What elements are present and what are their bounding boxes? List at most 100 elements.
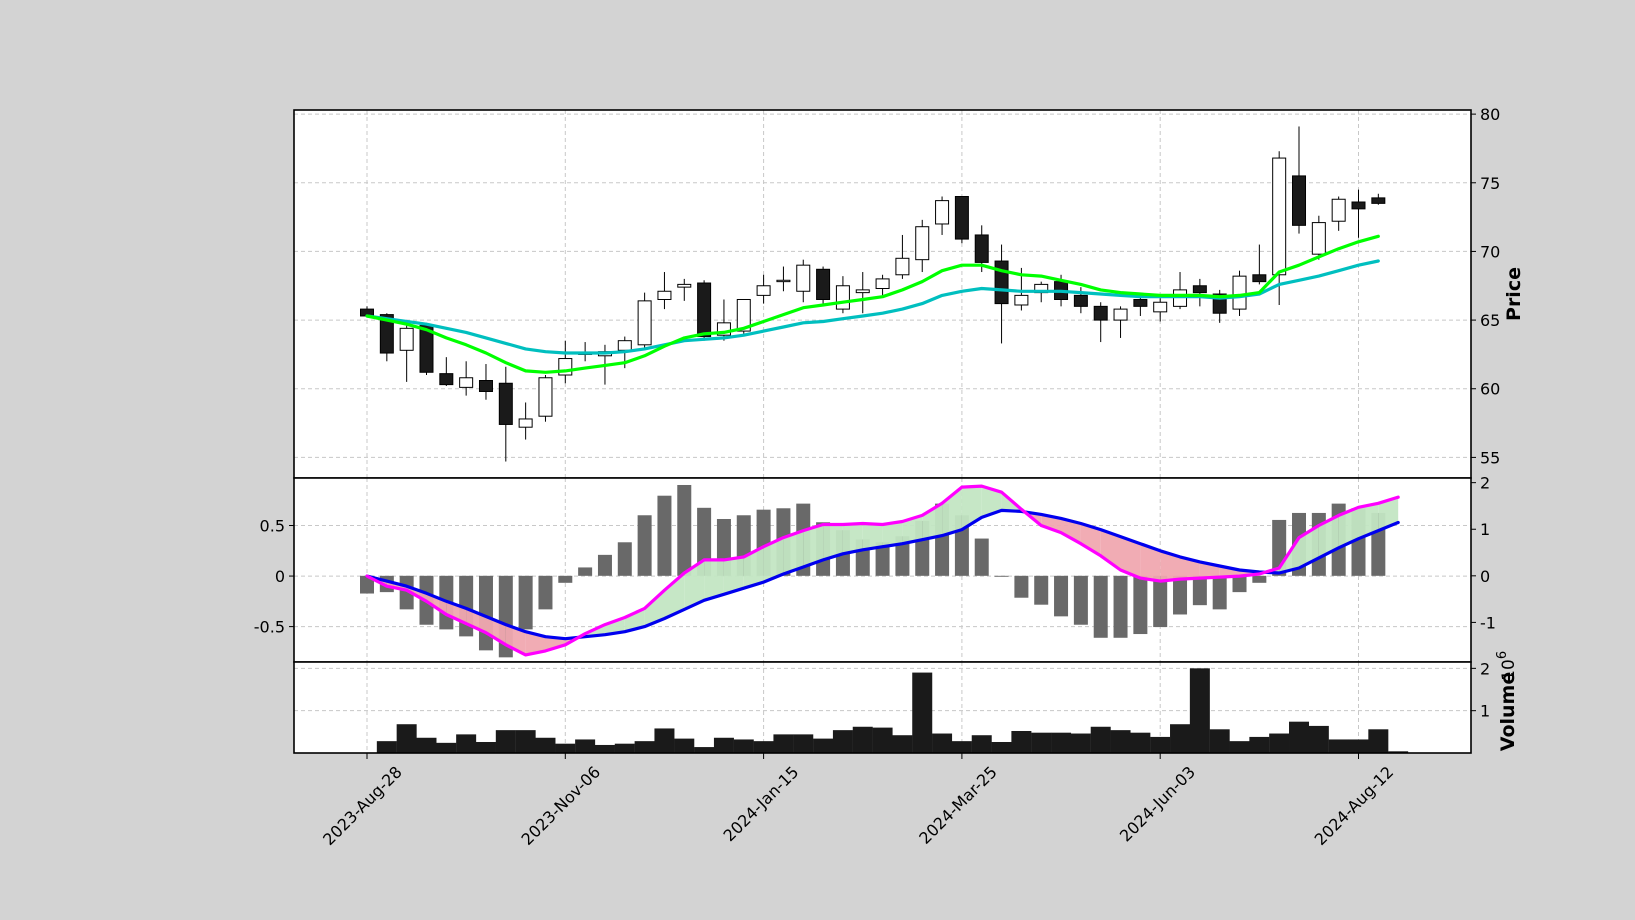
- macd-signal-fill: [743, 546, 764, 589]
- candle: [1311, 215, 1326, 260]
- x-tick-label: 2024-Jan-15: [720, 762, 803, 845]
- candle: [816, 266, 831, 304]
- macd-histogram-bar: [875, 542, 890, 576]
- volume-bar: [892, 735, 913, 753]
- candle-body: [736, 298, 751, 332]
- volume-bar: [1209, 729, 1230, 753]
- macd-histogram-bar: [558, 575, 573, 583]
- x-tick-label: 2023-Nov-06: [518, 762, 605, 849]
- volume-bar: [951, 741, 972, 753]
- volume-bar: [1229, 741, 1250, 753]
- candle-body: [657, 290, 672, 300]
- candle-body: [617, 340, 632, 351]
- volume-bar: [416, 737, 437, 753]
- volume-multiplier-base: 10: [1499, 659, 1519, 681]
- macd-right-tick-label: 0: [1480, 567, 1490, 586]
- candle: [498, 366, 513, 462]
- price-tick-label: 75: [1480, 174, 1500, 193]
- macd-histogram-bar: [637, 515, 652, 576]
- macd-histogram-bar: [518, 575, 533, 630]
- macd-signal-fill: [505, 624, 526, 655]
- candle-body: [1153, 301, 1168, 313]
- volume-bar: [1170, 724, 1191, 753]
- macd-signal-fill: [842, 523, 863, 554]
- candle-body: [1014, 294, 1029, 306]
- price-axis-label: Price: [1503, 267, 1525, 321]
- candle-body: [835, 285, 850, 310]
- volume-bar: [1110, 730, 1131, 753]
- candle-body: [677, 283, 692, 288]
- candle: [1331, 196, 1346, 231]
- macd-histogram-bar: [1192, 575, 1207, 606]
- volume-bar: [654, 728, 675, 753]
- candle: [1232, 270, 1247, 316]
- candle: [915, 219, 930, 273]
- candle-body: [935, 200, 950, 225]
- candle-body: [816, 268, 831, 300]
- price-panel: 55 60 65 70 75 80 Price: [293, 105, 1525, 479]
- volume-bar: [872, 727, 893, 753]
- volume-bar: [753, 741, 774, 753]
- macd-right-tick-label: 1: [1480, 520, 1490, 539]
- volume-bar: [515, 730, 536, 753]
- candle-body: [875, 278, 890, 290]
- macd-signal-fill: [1378, 497, 1399, 531]
- candle-body: [855, 289, 870, 294]
- macd-signal-fill: [1100, 529, 1121, 570]
- candle-body: [776, 279, 791, 283]
- macd-signal-fill: [664, 573, 685, 619]
- candle-body: [1311, 222, 1326, 255]
- volume-bar: [436, 742, 457, 753]
- macd-histogram-bar: [1252, 575, 1267, 583]
- candle: [756, 274, 771, 304]
- macd-histogram-bar: [1054, 575, 1069, 617]
- candle: [935, 196, 950, 235]
- candle-body: [1113, 308, 1128, 321]
- volume-bar: [1269, 733, 1290, 753]
- candle: [1272, 151, 1287, 305]
- volume-bar: [694, 747, 715, 753]
- candle: [657, 272, 672, 310]
- macd-signal-fill: [684, 559, 705, 610]
- macd-signal-fill: [704, 559, 724, 601]
- candle-body: [1331, 198, 1346, 222]
- price-tick-label: 55: [1480, 448, 1500, 467]
- volume-bar: [634, 741, 655, 753]
- volume-tick-label: 2: [1480, 659, 1490, 678]
- macd-histogram-bar: [1133, 575, 1148, 635]
- macd-panel: -0.5 0 0.5 -1 0 1 2: [254, 474, 1496, 663]
- volume-bar: [475, 741, 496, 753]
- macd-signal-fill: [1160, 550, 1180, 582]
- candle-body: [538, 377, 553, 417]
- candle-body: [1351, 201, 1366, 210]
- volume-bar: [971, 735, 992, 753]
- macd-signal-fill: [1120, 536, 1141, 579]
- candle-body: [1133, 298, 1148, 307]
- macd-signal-fill: [862, 523, 883, 550]
- macd-histogram-bar: [1093, 575, 1108, 638]
- price-tick-label: 65: [1480, 311, 1500, 330]
- macd-line: [365, 484, 1400, 657]
- macd-signal-fill: [545, 636, 566, 651]
- macd-signal-fill: [1061, 518, 1081, 544]
- candle-body: [1093, 305, 1108, 321]
- candle: [399, 320, 414, 382]
- macd-signal-fill: [605, 617, 625, 635]
- candle: [776, 266, 791, 292]
- candle: [1192, 278, 1207, 307]
- candle: [478, 364, 493, 400]
- volume-bar: [832, 730, 853, 753]
- volume-bar: [1368, 729, 1389, 753]
- volume-bar: [1249, 736, 1270, 753]
- volume-bar: [614, 743, 635, 753]
- candle-body: [994, 260, 1009, 305]
- volume-bar: [912, 672, 933, 753]
- volume-bar: [1150, 736, 1171, 753]
- candle-body: [637, 300, 652, 346]
- macd-signal-fill: [1080, 523, 1101, 556]
- macd-signal-fill: [426, 593, 447, 615]
- macd-histogram-bar: [578, 567, 593, 576]
- macd-histogram-bar: [1034, 575, 1049, 605]
- macd-histogram-bar: [1153, 575, 1168, 628]
- volume-bar: [1090, 726, 1111, 753]
